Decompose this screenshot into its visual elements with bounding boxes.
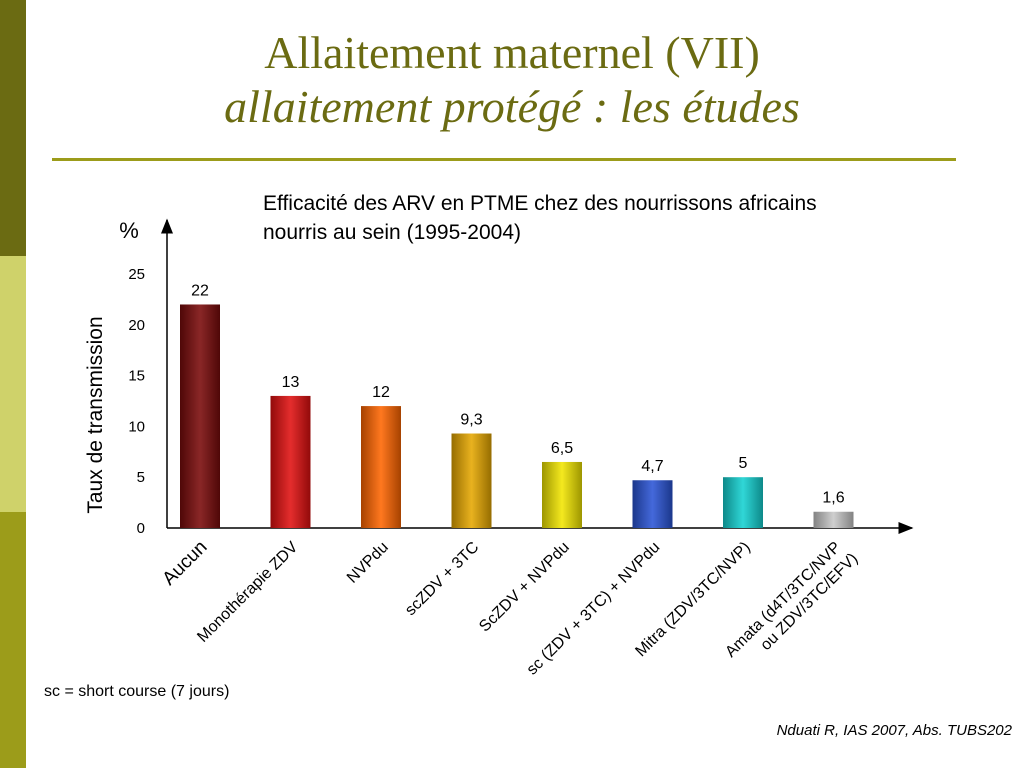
- sidebar-stripe-bottom: [0, 512, 26, 768]
- bar-1: [180, 304, 220, 528]
- bar-value-label: 1,6: [822, 490, 844, 507]
- chart-title: Efficacité des ARV en PTME chez des nour…: [263, 192, 817, 244]
- bar-7: [723, 477, 763, 528]
- bar-value-label: 13: [282, 374, 300, 391]
- x-category-label: Monothérapie ZDV: [194, 539, 301, 646]
- y-tick-label: 5: [137, 469, 145, 486]
- bar-2: [270, 395, 311, 528]
- footnote: sc = short course (7 jours): [44, 683, 230, 700]
- bar-5: [542, 461, 582, 528]
- bar-8: [813, 511, 854, 528]
- bar-value-label: 22: [191, 282, 209, 299]
- x-category-label: Aucun: [159, 537, 212, 590]
- y-tick-label: 25: [128, 266, 145, 283]
- source-citation: Nduati R, IAS 2007, Abs. TUBS202: [776, 722, 1012, 739]
- title-subtitle: allaitement protégé : les études: [224, 81, 800, 132]
- x-category-label: scZDV + 3TC: [402, 539, 482, 619]
- sidebar-stripe-top: [0, 0, 26, 256]
- bar-value-label: 9,3: [460, 412, 482, 429]
- y-tick-label: 10: [128, 418, 145, 435]
- title-divider: [52, 158, 956, 161]
- x-category-label: ScZDV + NVPdu: [476, 539, 573, 636]
- title-main: Allaitement maternel (VII): [264, 27, 760, 78]
- y-tick-label: 20: [128, 317, 145, 334]
- y-axis-unit: %: [119, 218, 139, 243]
- bar-value-label: 5: [739, 455, 748, 472]
- bar-value-label: 6,5: [551, 440, 573, 457]
- bar-6: [632, 480, 673, 528]
- y-tick-label: 15: [128, 368, 145, 385]
- bar-value-label: 4,7: [641, 458, 663, 475]
- x-category-label: NVPdu: [344, 539, 392, 587]
- bar-value-label: 12: [372, 384, 390, 401]
- y-axis-label: Taux de transmission: [84, 316, 107, 513]
- sidebar-stripe-middle: [0, 256, 26, 512]
- bar-4: [451, 433, 492, 528]
- slide-title: Allaitement maternel (VII) allaitement p…: [0, 26, 1024, 134]
- bar-3: [361, 406, 401, 528]
- y-tick-label: 0: [137, 520, 145, 537]
